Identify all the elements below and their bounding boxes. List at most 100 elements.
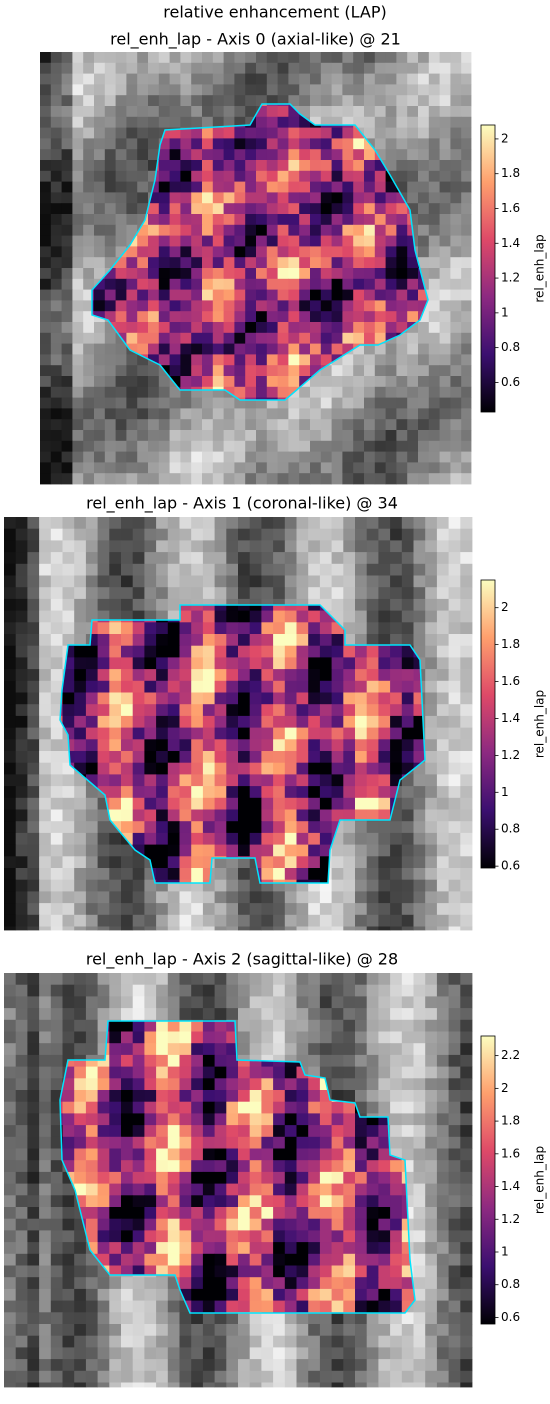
image-cell xyxy=(156,599,168,611)
image-cell xyxy=(16,587,28,599)
image-cell xyxy=(396,117,407,128)
image-cell xyxy=(273,529,285,541)
image-cell xyxy=(321,84,332,95)
image-cell xyxy=(63,622,75,634)
overlay-cell xyxy=(191,365,202,376)
image-cell xyxy=(396,398,407,409)
overlay-cell xyxy=(353,171,364,182)
image-cell xyxy=(299,419,310,430)
image-cell xyxy=(137,106,148,117)
image-cell xyxy=(168,587,180,599)
image-cell xyxy=(267,452,278,463)
overlay-cell xyxy=(342,160,353,171)
image-cell xyxy=(418,84,429,95)
image-cell xyxy=(126,452,137,463)
image-cell xyxy=(429,149,440,160)
image-cell xyxy=(378,903,390,915)
image-cell xyxy=(51,95,62,106)
image-cell xyxy=(449,622,461,634)
overlay-cell xyxy=(180,225,191,236)
overlay-cell xyxy=(224,192,235,203)
overlay-cell xyxy=(224,333,235,344)
image-cell xyxy=(94,408,105,419)
image-cell xyxy=(332,95,343,106)
overlay-cell xyxy=(256,322,267,333)
image-cell xyxy=(414,903,426,915)
image-cell xyxy=(72,452,83,463)
image-cell xyxy=(386,408,397,419)
image-cell xyxy=(285,564,297,576)
image-cell xyxy=(133,915,145,927)
image-cell xyxy=(62,203,73,214)
image-cell xyxy=(116,419,127,430)
image-cell xyxy=(226,564,238,576)
image-cell xyxy=(343,552,355,564)
image-cell xyxy=(105,333,116,344)
image-cell xyxy=(450,268,461,279)
image-cell xyxy=(460,728,472,740)
image-cell xyxy=(27,587,39,599)
image-cell xyxy=(461,74,471,85)
overlay-cell xyxy=(256,365,267,376)
image-cell xyxy=(213,106,224,117)
image-cell xyxy=(148,473,159,484)
image-cell xyxy=(364,117,375,128)
image-cell xyxy=(126,74,137,85)
image-cell xyxy=(449,704,461,716)
image-cell xyxy=(390,927,402,931)
image-cell xyxy=(450,257,461,268)
image-cell xyxy=(144,529,156,541)
image-cell xyxy=(62,171,73,182)
image-cell xyxy=(460,786,472,798)
overlay-cell xyxy=(278,344,289,355)
image-cell xyxy=(63,903,75,915)
image-cell xyxy=(51,774,63,786)
image-cell xyxy=(437,564,449,576)
image-cell xyxy=(203,903,215,915)
image-cell xyxy=(396,452,407,463)
overlay-cell xyxy=(234,279,245,290)
image-cell xyxy=(213,473,224,484)
overlay-cell xyxy=(245,322,256,333)
overlay-cell xyxy=(148,290,159,301)
image-cell xyxy=(39,821,51,833)
image-cell xyxy=(450,236,461,247)
overlay-cell xyxy=(213,149,224,160)
image-cell xyxy=(386,441,397,452)
overlay-cell xyxy=(202,149,213,160)
image-cell xyxy=(51,398,62,409)
overlay-cell xyxy=(299,171,310,182)
overlay-cell xyxy=(278,354,289,365)
image-cell xyxy=(414,564,426,576)
image-cell xyxy=(440,203,451,214)
image-cell xyxy=(105,149,116,160)
image-cell xyxy=(437,774,449,786)
image-cell xyxy=(449,774,461,786)
overlay-cell xyxy=(234,138,245,149)
image-cell xyxy=(402,622,414,634)
image-cell xyxy=(367,821,379,833)
image-cell xyxy=(386,128,397,139)
image-cell xyxy=(224,95,235,106)
image-cell xyxy=(94,376,105,387)
image-cell xyxy=(203,587,215,599)
image-cell xyxy=(390,599,402,611)
overlay-cell xyxy=(126,279,137,290)
image-cell xyxy=(238,576,250,588)
image-cell xyxy=(238,564,250,576)
image-cell xyxy=(148,117,159,128)
image-cell xyxy=(321,106,332,117)
image-cell xyxy=(98,552,110,564)
overlay-cell xyxy=(159,182,170,193)
image-cell xyxy=(364,74,375,85)
image-cell xyxy=(105,452,116,463)
overlay-cell xyxy=(180,257,191,268)
image-cell xyxy=(116,354,127,365)
image-cell xyxy=(332,880,344,892)
image-cell xyxy=(375,430,386,441)
image-cell xyxy=(27,903,39,915)
image-cell xyxy=(386,365,397,376)
image-cell xyxy=(51,365,62,376)
image-cell xyxy=(332,903,344,915)
image-cell xyxy=(27,693,39,705)
